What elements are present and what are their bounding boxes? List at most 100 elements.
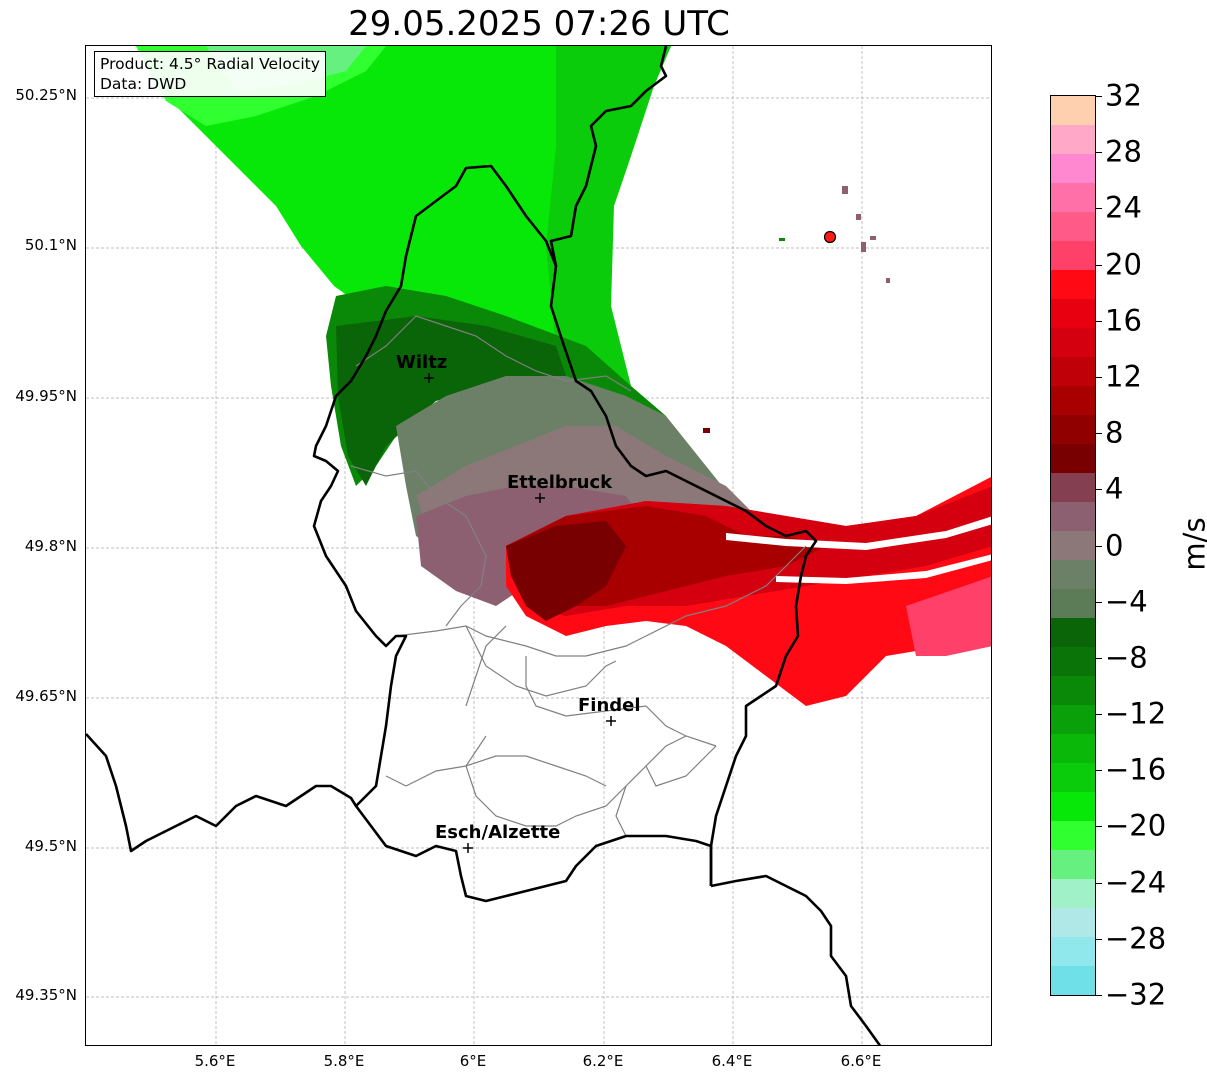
lon-label-6.2: 6.2°E	[582, 1052, 624, 1070]
colorbar-tick-label: −24	[1105, 865, 1167, 900]
colorbar-segment	[1051, 560, 1095, 589]
lon-label-5.6: 5.6°E	[194, 1052, 236, 1070]
colorbar-segment	[1051, 328, 1095, 357]
colorbar-segment	[1051, 96, 1095, 125]
lat-label-49.5: 49.5°N	[24, 837, 77, 855]
city-label-findel: Findel	[578, 695, 641, 716]
lat-label-49.95: 49.95°N	[15, 387, 77, 405]
colorbar-tick-label: 24	[1105, 190, 1142, 225]
colorbar-tick-label: −4	[1105, 584, 1148, 619]
colorbar-segment	[1051, 444, 1095, 473]
colorbar-segment	[1051, 734, 1095, 763]
national-borders	[86, 46, 882, 1045]
colorbar-unit-label: m/s	[1177, 517, 1207, 571]
city-marker-findel: Findel	[578, 695, 641, 726]
colorbar-tick	[1096, 545, 1102, 547]
colorbar-segment	[1051, 763, 1095, 792]
info-box: Product: 4.5° Radial Velocity Data: DWD	[94, 51, 326, 97]
city-label-wiltz: Wiltz	[396, 352, 447, 373]
colorbar-tick-label: −8	[1105, 640, 1148, 675]
colorbar-segment	[1051, 212, 1095, 241]
colorbar-segment	[1051, 183, 1095, 212]
colorbar-tick	[1096, 264, 1102, 266]
city-marker-ettelbruck: Ettelbruck	[507, 472, 613, 503]
colorbar-segment	[1051, 589, 1095, 618]
map-panel[interactable]: Wiltz Ettelbruck Findel Esch/Alzette	[85, 45, 992, 1046]
colorbar-segment	[1051, 647, 1095, 676]
info-product: Product: 4.5° Radial Velocity	[100, 55, 320, 73]
colorbar-tick-label: 4	[1105, 471, 1124, 506]
colorbar-tick	[1096, 208, 1102, 210]
colorbar-tick-label: −20	[1105, 808, 1167, 843]
colorbar	[1050, 95, 1096, 996]
colorbar-tick	[1096, 489, 1102, 491]
colorbar-segment	[1051, 299, 1095, 328]
colorbar-tick-label: −12	[1105, 696, 1167, 731]
lat-label-49.8: 49.8°N	[24, 537, 77, 555]
colorbar-segment	[1051, 821, 1095, 850]
colorbar-tick	[1096, 601, 1102, 603]
colorbar-segment	[1051, 357, 1095, 386]
colorbar-tick	[1096, 995, 1102, 996]
colorbar-segment	[1051, 531, 1095, 560]
colorbar-tick-label: 0	[1105, 528, 1124, 562]
colorbar-tick	[1096, 770, 1102, 772]
colorbar-segment	[1051, 618, 1095, 647]
lon-label-6: 6°E	[459, 1052, 487, 1070]
colorbar-tick	[1096, 938, 1102, 940]
lat-label-50.1: 50.1°N	[24, 236, 77, 254]
colorbar-tick	[1096, 96, 1102, 97]
colorbar-tick	[1096, 882, 1102, 884]
colorbar-tick-label: −16	[1105, 752, 1167, 787]
colorbar-segment	[1051, 937, 1095, 966]
colorbar-tick-label: −32	[1105, 977, 1167, 1012]
radar-echo-scatter	[703, 186, 890, 433]
colorbar-tick	[1096, 714, 1102, 716]
city-marker-esch-alzette: Esch/Alzette	[435, 822, 560, 853]
chart-title: 29.05.2025 07:26 UTC	[348, 4, 730, 44]
colorbar-segment	[1051, 908, 1095, 937]
city-markers: Wiltz Ettelbruck Findel Esch/Alzette	[396, 352, 641, 853]
city-label-esch-alzette: Esch/Alzette	[435, 822, 560, 843]
colorbar-tick	[1096, 433, 1102, 435]
colorbar-segment	[1051, 705, 1095, 734]
colorbar-tick	[1096, 657, 1102, 659]
colorbar-segment	[1051, 154, 1095, 183]
radar-echo-red	[506, 477, 991, 706]
colorbar-tick-label: 12	[1105, 359, 1142, 394]
lat-label-49.65: 49.65°N	[15, 687, 77, 705]
colorbar-tick-label: 8	[1105, 415, 1124, 450]
colorbar-tick	[1096, 376, 1102, 378]
colorbar-tick-label: 32	[1105, 78, 1142, 113]
colorbar-segment	[1051, 415, 1095, 444]
radar-map-svg: Wiltz Ettelbruck Findel Esch/Alzette	[86, 46, 991, 1045]
colorbar-tick-label: 28	[1105, 134, 1142, 169]
colorbar-tick-label: −28	[1105, 921, 1167, 956]
colorbar-tick	[1096, 826, 1102, 828]
lat-label-50.25: 50.25°N	[15, 86, 77, 104]
colorbar-segment	[1051, 850, 1095, 879]
colorbar-segment	[1051, 473, 1095, 502]
lon-label-6.6: 6.6°E	[840, 1052, 882, 1070]
lat-label-49.35: 49.35°N	[15, 986, 77, 1004]
lon-label-5.8: 5.8°E	[323, 1052, 365, 1070]
colorbar-tick-label: 16	[1105, 303, 1142, 338]
city-marker-wiltz: Wiltz	[396, 352, 447, 383]
colorbar-segment	[1051, 502, 1095, 531]
colorbar-segment	[1051, 792, 1095, 821]
admin-boundaries	[350, 315, 807, 837]
colorbar-segment	[1051, 879, 1095, 908]
colorbar-segment	[1051, 386, 1095, 415]
colorbar-tick	[1096, 152, 1102, 154]
colorbar-segment	[1051, 125, 1095, 154]
colorbar-segment	[1051, 966, 1095, 995]
info-source: Data: DWD	[100, 75, 187, 93]
lon-label-6.4: 6.4°E	[711, 1052, 753, 1070]
colorbar-tick-label: 20	[1105, 247, 1142, 282]
colorbar-segment	[1051, 676, 1095, 705]
colorbar-tick	[1096, 320, 1102, 322]
colorbar-segment	[1051, 270, 1095, 299]
colorbar-segment	[1051, 241, 1095, 270]
radar-site-marker	[823, 230, 837, 244]
city-label-ettelbruck: Ettelbruck	[507, 472, 613, 493]
